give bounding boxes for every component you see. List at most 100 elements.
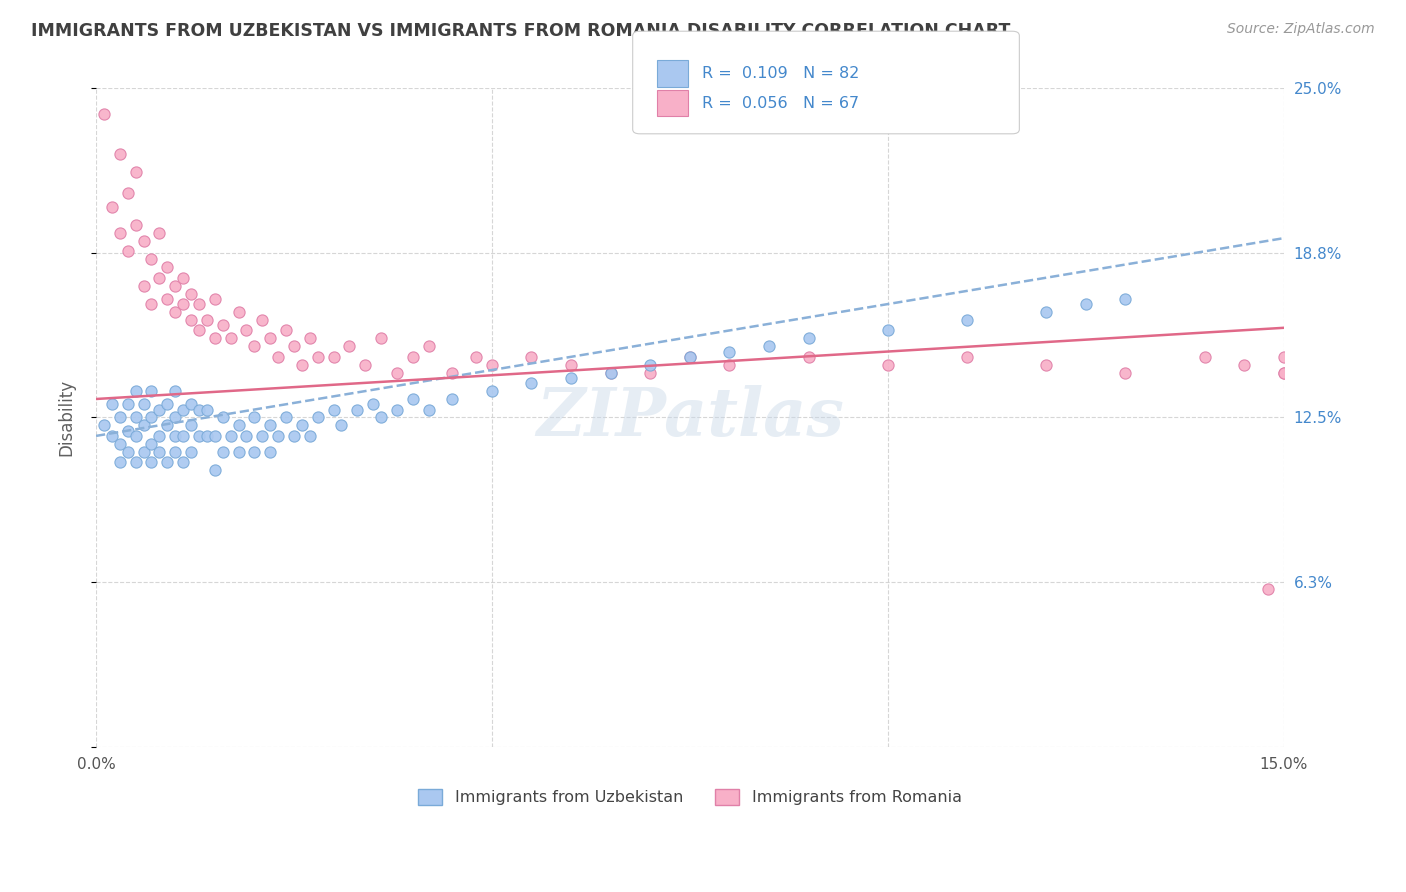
Point [117, 397, 139, 411]
Point [283, 339, 305, 353]
Point [148, 270, 170, 285]
Point [370, 331, 392, 345]
Point [876, 358, 898, 372]
Point [956, 350, 979, 364]
Point [291, 418, 314, 433]
Point [307, 410, 329, 425]
Point [243, 410, 266, 425]
Point [465, 350, 488, 364]
Point [243, 339, 266, 353]
Point [108, 437, 131, 451]
Point [124, 410, 146, 425]
Point [876, 323, 898, 337]
Point [354, 358, 377, 372]
Point [481, 384, 503, 398]
Point [599, 366, 621, 380]
Point [370, 410, 392, 425]
Point [402, 350, 425, 364]
Point [243, 444, 266, 458]
Point [402, 392, 425, 406]
Point [956, 313, 979, 327]
Point [797, 350, 820, 364]
Point [141, 384, 163, 398]
Point [141, 410, 163, 425]
Point [1257, 582, 1279, 596]
Point [560, 371, 582, 385]
Legend: Immigrants from Uzbekistan, Immigrants from Romania: Immigrants from Uzbekistan, Immigrants f… [412, 782, 969, 812]
Point [322, 402, 344, 417]
Point [1272, 366, 1295, 380]
Point [195, 402, 218, 417]
Point [132, 234, 155, 248]
Point [124, 218, 146, 232]
Point [337, 339, 360, 353]
Point [1035, 358, 1057, 372]
Point [228, 305, 250, 319]
Point [187, 297, 209, 311]
Point [638, 358, 661, 372]
Point [283, 429, 305, 443]
Point [441, 366, 464, 380]
Point [148, 429, 170, 443]
Point [156, 455, 179, 469]
Point [1272, 366, 1295, 380]
Point [132, 444, 155, 458]
Point [219, 429, 242, 443]
Point [101, 429, 124, 443]
Text: Source: ZipAtlas.com: Source: ZipAtlas.com [1227, 22, 1375, 37]
Point [172, 402, 194, 417]
Point [180, 418, 202, 433]
Point [132, 397, 155, 411]
Point [228, 444, 250, 458]
Text: ZIPatlas: ZIPatlas [536, 385, 844, 450]
Point [148, 402, 170, 417]
Text: R =  0.056   N = 67: R = 0.056 N = 67 [702, 95, 859, 111]
Point [204, 331, 226, 345]
Point [252, 429, 274, 443]
Point [108, 146, 131, 161]
Point [117, 444, 139, 458]
Point [346, 402, 368, 417]
Point [180, 313, 202, 327]
Point [235, 429, 257, 443]
Point [195, 313, 218, 327]
Point [259, 331, 281, 345]
Point [274, 323, 297, 337]
Point [235, 323, 257, 337]
Point [418, 402, 440, 417]
Point [108, 410, 131, 425]
Point [520, 350, 543, 364]
Point [1035, 305, 1057, 319]
Point [148, 226, 170, 240]
Point [385, 366, 408, 380]
Point [298, 331, 321, 345]
Point [520, 376, 543, 391]
Point [141, 297, 163, 311]
Point [204, 429, 226, 443]
Point [93, 418, 115, 433]
Point [204, 463, 226, 477]
Point [156, 260, 179, 275]
Point [718, 344, 741, 359]
Point [172, 270, 194, 285]
Point [211, 410, 233, 425]
Point [124, 455, 146, 469]
Point [180, 286, 202, 301]
Point [93, 107, 115, 121]
Point [797, 331, 820, 345]
Point [108, 226, 131, 240]
Point [211, 318, 233, 333]
Point [599, 366, 621, 380]
Point [117, 244, 139, 259]
Point [172, 297, 194, 311]
Point [156, 418, 179, 433]
Point [187, 323, 209, 337]
Text: R =  0.109   N = 82: R = 0.109 N = 82 [702, 66, 859, 80]
Point [172, 455, 194, 469]
Point [108, 455, 131, 469]
Point [124, 165, 146, 179]
Point [148, 444, 170, 458]
Point [718, 358, 741, 372]
Point [165, 278, 187, 293]
Point [117, 424, 139, 438]
